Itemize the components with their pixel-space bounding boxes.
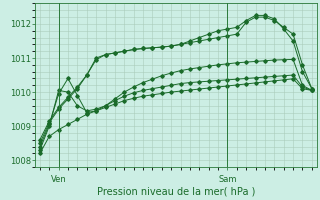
X-axis label: Pression niveau de la mer( hPa ): Pression niveau de la mer( hPa ) [97,187,255,197]
